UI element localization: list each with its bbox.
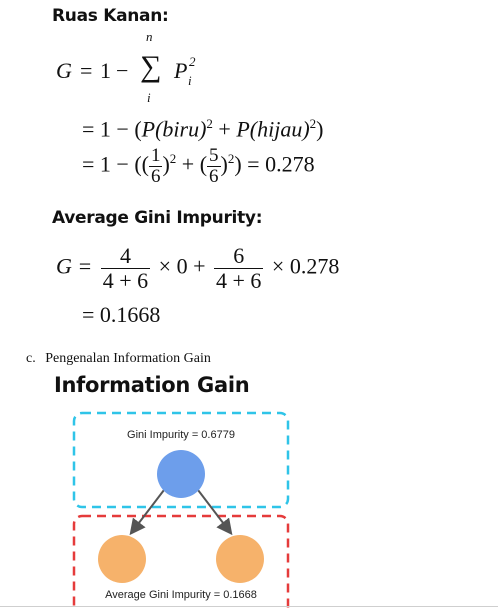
formula-color-probabilities: = 1 − (P(biru)2 + P(hijau)2) [82,116,323,142]
formula-gini-definition: G = 1 − n ∑ i P 2 i [56,29,226,108]
plus-sign: + [212,116,237,142]
parent-gini-label: Gini Impurity = 0.6779 [127,429,235,441]
section-marker: c. [26,351,36,366]
plus-open: + ( [176,151,208,177]
formula-numeric-gini: = 1 − ((1 6)2 + (5 6)2) = 0.278 [82,146,315,187]
sum-symbol: ∑ [140,50,162,83]
parent-node-frame [72,411,290,509]
sup-1: 2 [169,151,177,167]
split-arrow-left [129,489,165,536]
formula2-prefix: = 1 − ( [82,116,142,142]
heading-average-gini: Average Gini Impurity: [52,208,263,228]
right-child-node [216,535,264,583]
probability-term: P [174,58,188,83]
close-paren: ) [162,151,170,177]
fraction-denominator: 6 [207,166,221,187]
formula-weighted-result: = 0.1668 [82,302,161,327]
fraction-numerator: 4 [119,243,131,268]
fraction-denominator: 4 + 6 [213,268,264,293]
fraction-denominator: 6 [148,166,163,187]
fraction-numerator: 5 [209,145,219,166]
sum-upper-limit: n [146,29,153,44]
average-gini-label: Average Gini Impurity = 0.1668 [105,589,257,601]
equals-sign: = [80,58,93,83]
p-hijau: P(hijau) [236,116,310,142]
child-nodes-frame [72,514,290,611]
times-right-gini: × 0.278 [271,253,340,279]
split-arrow-right [197,489,233,536]
root-node [157,450,205,498]
formula2-suffix: ) [316,116,324,142]
section-title: Pengenalan Information Gain [45,351,211,366]
times-zero-plus: × 0 + [158,253,206,279]
formula3-prefix: = 1 − (( [82,151,149,177]
minus-sign: − [116,58,129,83]
information-gain-diagram: Gini Impurity = 0.6779 Average Gini Impu… [72,411,290,611]
gini-symbol: G [56,58,72,83]
weighted-gini-lhs: G = [56,253,93,279]
probability-superscript: 2 [189,54,196,69]
fraction-denominator: 4 + 6 [100,268,151,293]
sup-biru: 2 [206,116,213,131]
heading-information-gain: Information Gain [54,373,250,397]
page-bottom-rule [0,606,498,607]
fraction-numerator: 1 [150,145,161,166]
sup-hijau: 2 [309,116,317,131]
p-biru: P(biru) [141,116,207,142]
heading-ruas-kanan: Ruas Kanan: [52,6,169,26]
probability-subscript: i [188,73,192,88]
sup-2: 2 [227,151,235,167]
left-child-node [98,535,146,583]
close-paren: ) [220,151,228,177]
sum-lower-limit: i [147,90,151,105]
section-heading: c. Pengenalan Information Gain [26,351,211,367]
one: 1 [100,58,111,83]
formula3-result: ) = 0.278 [234,151,315,177]
fraction-numerator: 6 [233,243,245,268]
